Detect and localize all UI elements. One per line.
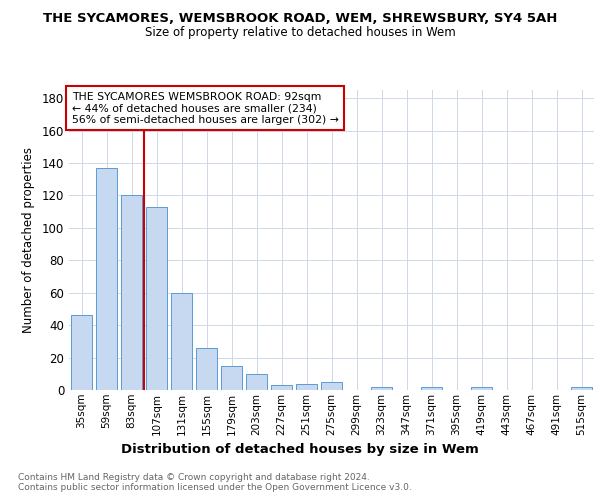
Bar [571,387,592,390]
Bar [371,387,392,390]
Y-axis label: Number of detached properties: Number of detached properties [22,147,35,333]
Bar [271,385,292,390]
Text: Contains public sector information licensed under the Open Government Licence v3: Contains public sector information licen… [18,484,412,492]
Text: Contains HM Land Registry data © Crown copyright and database right 2024.: Contains HM Land Registry data © Crown c… [18,472,370,482]
Bar [246,374,267,390]
Bar [196,348,217,390]
Bar [96,168,117,390]
Bar [146,207,167,390]
Text: Size of property relative to detached houses in Wem: Size of property relative to detached ho… [145,26,455,39]
Bar [471,387,492,390]
Bar [321,382,342,390]
Bar [171,292,192,390]
Bar [296,384,317,390]
Text: Distribution of detached houses by size in Wem: Distribution of detached houses by size … [121,442,479,456]
Text: THE SYCAMORES WEMSBROOK ROAD: 92sqm
← 44% of detached houses are smaller (234)
5: THE SYCAMORES WEMSBROOK ROAD: 92sqm ← 44… [71,92,338,124]
Bar [421,387,442,390]
Bar [221,366,242,390]
Text: THE SYCAMORES, WEMSBROOK ROAD, WEM, SHREWSBURY, SY4 5AH: THE SYCAMORES, WEMSBROOK ROAD, WEM, SHRE… [43,12,557,26]
Bar [121,196,142,390]
Bar [71,316,92,390]
